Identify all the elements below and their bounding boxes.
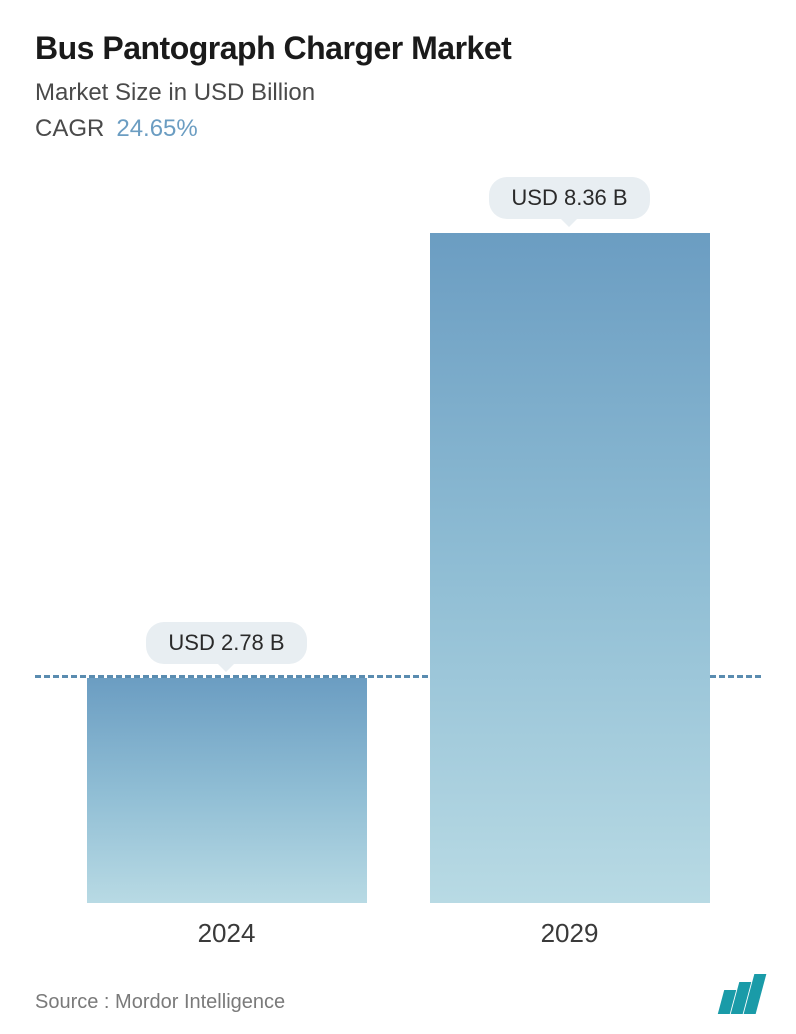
brand-logo-icon	[721, 974, 761, 1014]
cagr-value: 24.65%	[116, 115, 197, 143]
bar-2029	[430, 233, 710, 903]
chart-subtitle: Market Size in USD Billion	[35, 79, 761, 107]
cagr-label: CAGR	[35, 115, 104, 143]
value-badge-2029: USD 8.36 B	[489, 177, 649, 219]
bar-2024	[87, 678, 367, 903]
chart-title: Bus Pantograph Charger Market	[35, 30, 761, 67]
cagr-row: CAGR 24.65%	[35, 115, 761, 143]
source-text: Source : Mordor Intelligence	[35, 991, 285, 1014]
chart-plot-area: USD 2.78 B USD 8.36 B	[35, 163, 761, 963]
value-badge-2024: USD 2.78 B	[146, 622, 306, 664]
bar-wrapper-2029: USD 8.36 B	[430, 177, 710, 903]
bar-wrapper-2024: USD 2.78 B	[87, 622, 367, 903]
chart-container: Bus Pantograph Charger Market Market Siz…	[0, 0, 796, 1034]
